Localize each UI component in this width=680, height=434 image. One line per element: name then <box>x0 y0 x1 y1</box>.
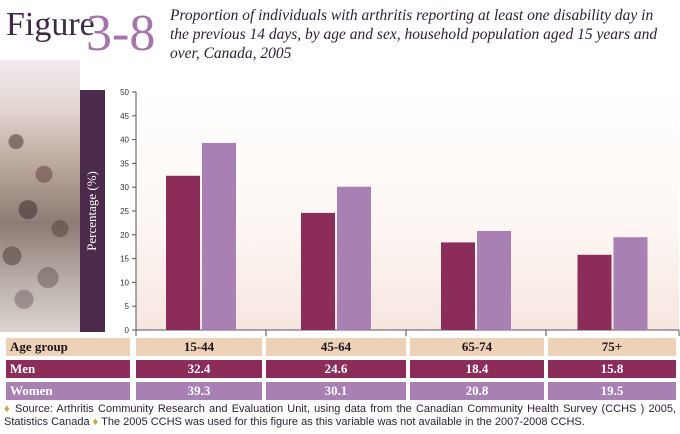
table-row-men: Men 32.4 24.6 18.4 15.8 <box>6 360 676 378</box>
bar-women <box>202 142 236 330</box>
diamond-bullet-icon: ♦ <box>92 416 99 428</box>
men-value-cell: 15.8 <box>548 360 676 378</box>
age-group-header: Age group <box>6 338 130 356</box>
source-text: Source: Arthritis Community Research and… <box>4 403 676 428</box>
women-value-cell: 39.3 <box>136 382 262 400</box>
y-tick-label: 10 <box>120 278 129 287</box>
y-tick-label: 25 <box>120 207 129 216</box>
figure-label: Figure <box>6 6 95 43</box>
women-value-cell: 30.1 <box>266 382 406 400</box>
men-value-cell: 18.4 <box>410 360 544 378</box>
y-tick-label: 40 <box>120 136 129 145</box>
y-tick-label: 5 <box>125 302 130 311</box>
bar-men <box>166 175 200 330</box>
y-axis-label-band <box>80 90 105 332</box>
age-cell: 75+ <box>548 338 676 356</box>
bar-women <box>337 186 371 330</box>
figure-title: Proportion of individuals with arthritis… <box>170 7 658 62</box>
y-tick-label: 35 <box>120 159 129 168</box>
diamond-bullet-icon: ♦ <box>4 403 11 415</box>
y-tick-label: 20 <box>120 231 129 240</box>
bar-men <box>577 254 612 330</box>
men-value-cell: 24.6 <box>266 360 406 378</box>
crowd-photo <box>0 60 80 332</box>
source-note: ♦ Source: Arthritis Community Research a… <box>4 403 676 429</box>
table-row-women: Women 39.3 30.1 20.8 19.5 <box>6 382 676 400</box>
y-tick-label: 30 <box>120 183 129 192</box>
men-header: Men <box>6 360 130 378</box>
y-tick-label: 50 <box>120 88 129 97</box>
bar-women <box>477 230 511 330</box>
y-tick-label: 0 <box>125 326 130 335</box>
source-note-text: The 2005 CCHS was used for this figure a… <box>101 416 585 428</box>
bar-men <box>301 212 335 330</box>
bar-women <box>613 237 648 330</box>
bar-men <box>441 242 475 330</box>
age-cell: 45-64 <box>266 338 406 356</box>
women-value-cell: 20.8 <box>410 382 544 400</box>
age-cell: 65-74 <box>410 338 544 356</box>
y-tick-label: 15 <box>120 255 129 264</box>
men-value-cell: 32.4 <box>136 360 262 378</box>
age-cell: 15-44 <box>136 338 262 356</box>
women-header: Women <box>6 382 130 400</box>
women-value-cell: 19.5 <box>548 382 676 400</box>
figure-number: 3-8 <box>86 5 156 62</box>
table-row-age-group: Age group 15-44 45-64 65-74 75+ <box>6 338 676 356</box>
y-tick-label: 45 <box>120 112 129 121</box>
